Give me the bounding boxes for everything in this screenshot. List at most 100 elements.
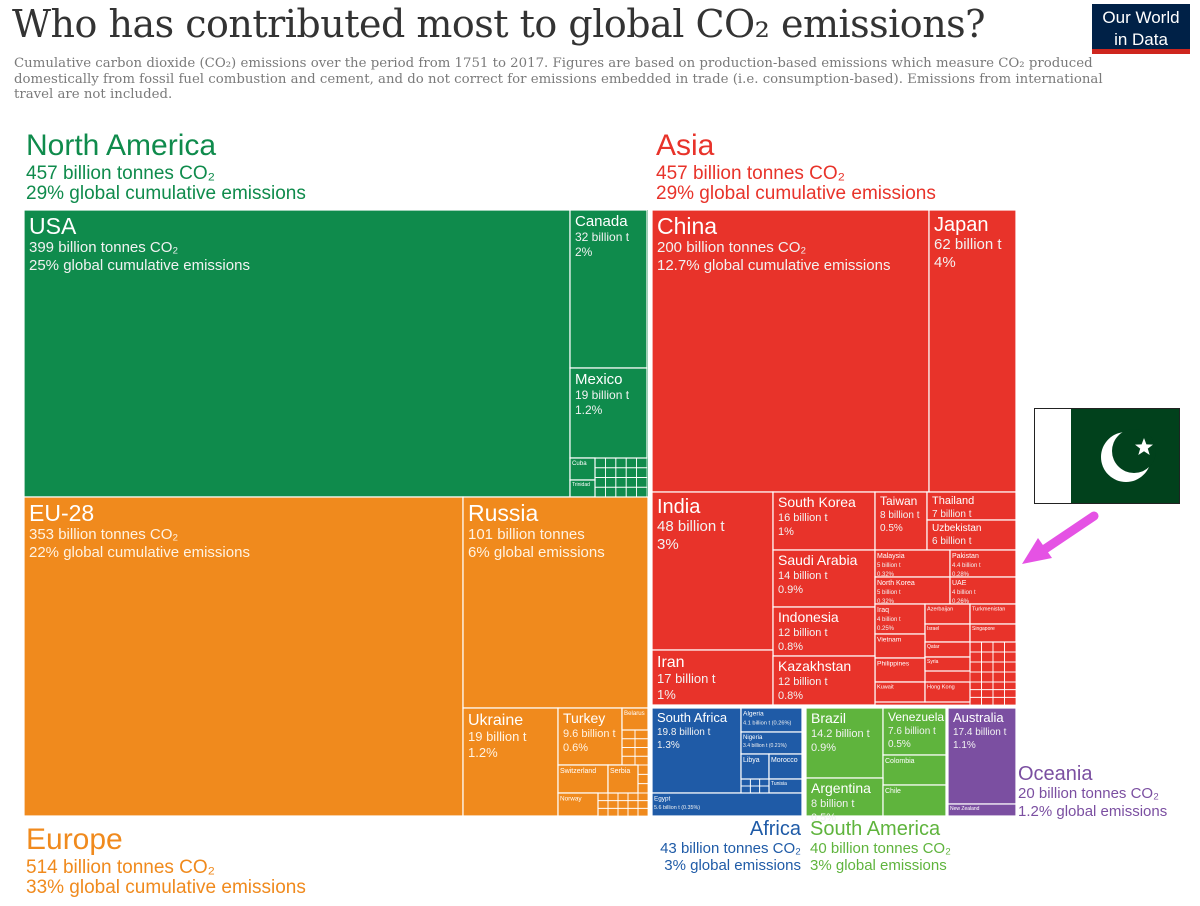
country-iraq[interactable] [874, 603, 926, 635]
country-canada[interactable] [569, 209, 648, 369]
country-value-india: 48 billion t [657, 518, 725, 535]
country-value-malaysia: 5 billion t [877, 563, 901, 569]
region-label-europe: Europe [26, 823, 123, 856]
country-label-japan: Japan [934, 214, 989, 236]
country-share-japan: 4% [934, 254, 956, 271]
region-label-north-america: North America [26, 129, 216, 162]
country-value-japan: 62 billion t [934, 236, 1002, 253]
country-ukraine[interactable] [462, 707, 559, 817]
country-label-israel: Israel [927, 626, 939, 632]
country-hong-kong[interactable] [924, 681, 971, 703]
region-value-north-america: 457 billion tonnes CO₂ [26, 163, 215, 184]
chart-title: Who has contributed most to global CO₂ e… [12, 2, 986, 46]
country-share-venezuela: 0.5% [888, 739, 911, 750]
country-south-africa-cell [651, 707, 742, 794]
country-label-egypt: Egypt [654, 795, 671, 802]
small-country-cell [637, 807, 649, 817]
country-north-korea[interactable] [874, 576, 951, 605]
country-belarus[interactable] [621, 707, 649, 731]
country-value-argentina: 8 billion t [811, 798, 854, 810]
country-turkey[interactable] [557, 707, 623, 766]
country-label-saudi-arabia: Saudi Arabia [778, 552, 858, 568]
country-uzbekistan[interactable] [926, 519, 1017, 551]
country-colombia[interactable] [882, 754, 947, 786]
country-singapore[interactable] [969, 623, 1017, 643]
country-label-norway: Norway [560, 795, 582, 802]
country-south-africa[interactable] [651, 707, 742, 794]
logo-line-2: in Data [1114, 30, 1168, 49]
country-value-iran: 17 billion t [657, 671, 716, 686]
country-iraq-cell [874, 603, 926, 635]
country-share-north-korea: 0.32% [877, 599, 895, 605]
country-argentina[interactable] [805, 777, 884, 817]
region-share-europe: 33% global cumulative emissions [26, 877, 306, 898]
country-egypt[interactable] [651, 792, 803, 817]
region-value-europe: 514 billion tonnes CO₂ [26, 857, 215, 878]
region-share-asia: 29% global cumulative emissions [656, 183, 936, 204]
country-label-vietnam: Vietnam [877, 637, 902, 644]
country-usa[interactable] [23, 209, 571, 498]
chart-subtitle: Cumulative carbon dioxide (CO₂) emission… [14, 56, 1103, 102]
country-egypt-cell [651, 792, 803, 817]
country-belarus-cell [621, 707, 649, 731]
country-north-korea-cell [874, 576, 951, 605]
country-label-eu-28: EU-28 [29, 500, 94, 526]
country-label-serbia: Serbia [610, 768, 630, 775]
country-label-india: India [657, 496, 701, 518]
country-syria[interactable] [924, 656, 971, 672]
country-malaysia[interactable] [874, 549, 951, 578]
country-share-australia: 1.1% [953, 740, 976, 751]
country-new-zealand[interactable] [947, 803, 1017, 817]
country-value-kazakhstan: 12 billion t [778, 676, 828, 688]
country-value-canada: 32 billion t [575, 230, 630, 244]
country-share-pakistan: 0.28% [952, 572, 970, 578]
country-label-ukraine: Ukraine [468, 712, 523, 729]
country-serbia[interactable] [607, 764, 639, 794]
country-norway[interactable] [557, 792, 599, 817]
country-label-malaysia: Malaysia [877, 553, 905, 560]
country-syria-cell [924, 656, 971, 672]
country-share-malaysia: 0.32% [877, 572, 895, 578]
country-eu-28[interactable] [23, 496, 464, 817]
country-value-thailand: 7 billion t [932, 509, 972, 520]
country-share-ukraine: 1.2% [468, 745, 498, 760]
country-russia[interactable] [462, 496, 649, 709]
our-world-in-data-logo[interactable]: Our World in Data [1092, 4, 1190, 54]
country-uae[interactable] [949, 576, 1017, 605]
country-label-morocco: Morocco [771, 757, 798, 764]
country-label-colombia: Colombia [885, 758, 915, 765]
country-australia[interactable] [947, 707, 1017, 805]
country-share-canada: 2% [575, 245, 593, 259]
country-libya-cell [740, 753, 770, 780]
country-mexico[interactable] [569, 367, 648, 459]
logo-line-1: Our World [1102, 8, 1180, 27]
country-south-korea-cell [772, 491, 876, 551]
country-uzbekistan-cell [926, 519, 1017, 551]
country-value-south-korea: 16 billion t [778, 512, 828, 524]
country-thailand[interactable] [926, 491, 1017, 521]
country-chile-cell [882, 784, 947, 817]
country-label-qatar: Qatar [927, 644, 940, 650]
country-share-indonesia: 0.8% [778, 641, 803, 653]
country-value-south-africa: 19.8 billion t [657, 727, 711, 738]
country-value-algeria: 4.1 billion t (0.26%) [743, 720, 792, 726]
country-label-singapore: Singapore [972, 626, 995, 632]
country-value-china: 200 billion tonnes CO₂ [657, 239, 806, 256]
country-label-algeria: Algeria [743, 711, 764, 718]
country-saudi-arabia[interactable] [772, 549, 876, 608]
country-libya[interactable] [740, 753, 770, 780]
country-share-india: 3% [657, 536, 679, 553]
country-label-pakistan: Pakistan [952, 553, 979, 560]
country-japan[interactable] [928, 209, 1017, 493]
country-iran[interactable] [651, 649, 774, 706]
country-kazakhstan[interactable] [772, 655, 876, 706]
pakistan-flag-icon [1034, 408, 1180, 504]
country-value-usa: 399 billion tonnes CO₂ [29, 239, 178, 256]
country-label-brazil: Brazil [811, 710, 846, 726]
country-share-iran: 1% [657, 687, 676, 702]
country-label-north-korea: North Korea [877, 580, 915, 587]
country-chile[interactable] [882, 784, 947, 817]
country-south-korea[interactable] [772, 491, 876, 551]
country-hong-kong-cell [924, 681, 971, 703]
